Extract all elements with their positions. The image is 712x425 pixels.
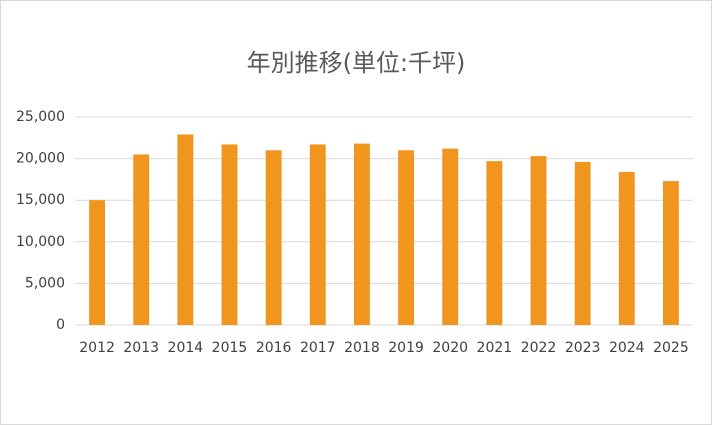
x-tick-label: 2014 [168, 340, 204, 356]
y-tick-label: 5,000 [25, 275, 65, 291]
y-tick-label: 25,000 [16, 109, 65, 125]
y-tick-label: 10,000 [16, 234, 65, 250]
y-tick-label: 20,000 [16, 151, 65, 167]
bar [442, 148, 459, 325]
bar [662, 181, 679, 325]
bar [309, 144, 326, 325]
x-tick-label: 2017 [300, 340, 336, 356]
x-tick-label: 2013 [123, 340, 159, 356]
bar [574, 161, 591, 325]
x-tick-label: 2023 [565, 340, 601, 356]
bar [265, 150, 282, 325]
bar [530, 156, 547, 325]
y-tick-label: 15,000 [16, 192, 65, 208]
x-tick-label: 2024 [609, 340, 645, 356]
bar [618, 171, 635, 325]
x-tick-label: 2016 [256, 340, 292, 356]
bar [398, 150, 415, 325]
x-tick-label: 2025 [653, 340, 689, 356]
x-tick-label: 2012 [79, 340, 115, 356]
bar [89, 200, 106, 325]
x-tick-label: 2020 [432, 340, 468, 356]
x-tick-label: 2022 [521, 340, 557, 356]
x-tick-label: 2019 [388, 340, 424, 356]
bar [221, 144, 238, 325]
bar [177, 134, 194, 325]
x-tick-label: 2021 [477, 340, 513, 356]
y-tick-label: 0 [56, 317, 65, 333]
bar [133, 154, 150, 325]
x-tick-label: 2018 [344, 340, 380, 356]
x-tick-label: 2015 [212, 340, 248, 356]
bar [486, 161, 503, 325]
chart-title: 年別推移(単位:千坪) [247, 49, 466, 77]
bar [353, 143, 370, 325]
